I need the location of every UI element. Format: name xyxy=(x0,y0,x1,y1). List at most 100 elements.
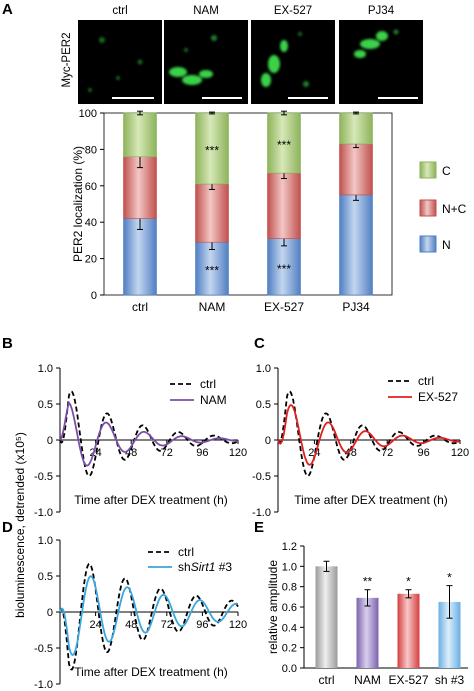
micro-row-label: Myc-PER2 xyxy=(61,33,73,88)
y-tick-label: 0.2 xyxy=(282,643,297,655)
panel-label-d: D xyxy=(2,519,13,536)
x-tick-label: sh #3 xyxy=(435,673,465,687)
significance-stars: *** xyxy=(277,138,291,152)
y-tick-label: -1.0 xyxy=(252,507,271,519)
stacked-bar-segment xyxy=(267,238,301,296)
y-tick-label: -0.5 xyxy=(34,471,53,483)
legend-label: N xyxy=(442,238,451,252)
series-line xyxy=(277,404,461,466)
y-tick-label: 0.4 xyxy=(282,622,297,634)
y-tick-label: 20 xyxy=(85,254,97,266)
legend-swatch xyxy=(419,161,437,179)
x-tick-label: 120 xyxy=(229,619,247,631)
stacked-bar-segment xyxy=(267,172,301,239)
y-tick-label: 0 xyxy=(265,435,271,447)
y-tick-label: 1.0 xyxy=(38,535,53,547)
x-tick-label: EX-527 xyxy=(264,300,304,314)
y-tick-label: 1.0 xyxy=(38,363,53,375)
micro-tile-ctrl xyxy=(78,20,162,104)
legend-sh-suffix: #3 xyxy=(215,560,232,574)
x-tick-label: ctrl xyxy=(319,673,335,687)
y-tick-label: 1.0 xyxy=(256,363,271,375)
panel-label-b: B xyxy=(2,335,13,352)
micro-header-pj34: PJ34 xyxy=(368,5,395,17)
y-axis-label: PER2 localization (%) xyxy=(71,146,85,262)
series-line xyxy=(59,563,239,671)
x-tick-label: 24 xyxy=(89,619,101,631)
stacked-bar-segment xyxy=(123,112,157,157)
significance-stars: * xyxy=(447,571,452,585)
micro-tile-pj34 xyxy=(339,20,423,104)
micro-header-ex527: EX-527 xyxy=(274,5,312,17)
y-tick-label: 1.0 xyxy=(282,561,297,573)
x-tick-label: 120 xyxy=(229,447,247,459)
amplitude-bar xyxy=(315,566,338,668)
x-tick-label: PJ34 xyxy=(342,300,370,314)
panel-label-a: A xyxy=(2,1,13,18)
y-tick-label: 0 xyxy=(47,435,53,447)
plot-frame xyxy=(103,112,393,296)
legend-label: EX-527 xyxy=(418,390,458,404)
legend-label: N+C xyxy=(442,202,467,216)
x-tick-label: 120 xyxy=(451,447,469,459)
series-line xyxy=(59,575,239,657)
legend-sh-gene: Sirt1 xyxy=(191,560,216,574)
amplitude-bar xyxy=(438,601,461,668)
x-tick-label: 72 xyxy=(161,619,173,631)
y-tick-label: 0.5 xyxy=(38,571,53,583)
significance-stars: * xyxy=(406,575,411,589)
y-tick-label: 1.2 xyxy=(282,541,297,553)
x-tick-label: EX-527 xyxy=(388,673,428,687)
stacked-bar-segment xyxy=(267,112,301,174)
y-axis-label: bioluminescence, detrended (x10⁵) xyxy=(13,432,27,618)
micro-header-nam: NAM xyxy=(193,5,219,17)
panel-label-e: E xyxy=(254,519,264,536)
y-tick-label: 60 xyxy=(85,181,97,193)
micro-header-ctrl: ctrl xyxy=(112,5,127,17)
micro-tile-ex527 xyxy=(251,20,335,104)
stacked-bar-segment xyxy=(195,183,229,243)
y-tick-label: 0 xyxy=(47,607,53,619)
y-tick-label: 100 xyxy=(79,108,97,120)
x-tick-label: ctrl xyxy=(132,300,148,314)
x-tick-label: 96 xyxy=(417,447,429,459)
x-axis-label: Time after DEX treatment (h) xyxy=(294,493,448,507)
y-tick-label: 0.5 xyxy=(256,399,271,411)
y-tick-label: 0.6 xyxy=(282,602,297,614)
y-axis-label: relative amplitude xyxy=(266,560,280,654)
x-tick-label: 48 xyxy=(125,619,137,631)
stacked-bar-segment xyxy=(339,112,373,145)
panel-label-c: C xyxy=(254,335,265,352)
stacked-bar-segment xyxy=(339,194,373,296)
y-tick-label: 80 xyxy=(85,144,97,156)
x-tick-label: 96 xyxy=(196,447,208,459)
x-tick-label: NAM xyxy=(199,300,226,314)
y-tick-label: -1.0 xyxy=(34,507,53,519)
amplitude-bar xyxy=(356,597,379,668)
x-axis-label: Time after DEX treatment (h) xyxy=(74,665,228,679)
legend-label: ctrl xyxy=(178,545,194,559)
x-tick-label: 72 xyxy=(161,447,173,459)
significance-stars: ** xyxy=(363,575,373,589)
stacked-bar-segment xyxy=(123,218,157,296)
y-tick-label: 0.8 xyxy=(282,582,297,594)
x-tick-label: 72 xyxy=(381,447,393,459)
legend-sh-prefix: sh xyxy=(178,560,191,574)
legend-label: ctrl xyxy=(200,377,216,391)
legend-swatch xyxy=(419,235,437,253)
y-tick-label: -0.5 xyxy=(252,471,271,483)
legend-label-sh: shSirt1 #3 xyxy=(178,560,232,574)
localization-stacked-bar-chart: 0 20 40 60 80 100 PER2 localization (%) ctrl ***… xyxy=(71,108,467,314)
amplitude-bar xyxy=(397,593,420,668)
x-tick-label: 96 xyxy=(196,619,208,631)
micro-tile-nam xyxy=(164,20,248,104)
y-tick-label: 0.0 xyxy=(282,663,297,675)
legend-label: C xyxy=(442,164,451,178)
stacked-bar-segment xyxy=(339,143,373,196)
y-tick-label: 40 xyxy=(85,217,97,229)
significance-stars: *** xyxy=(205,264,219,278)
